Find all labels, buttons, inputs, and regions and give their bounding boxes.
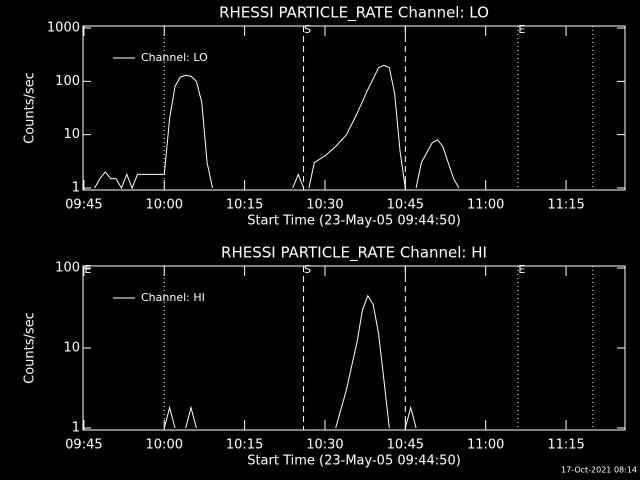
footer: 17-Oct-2021 08:14 (561, 466, 637, 475)
x-tick-label: 09:45 (65, 438, 102, 453)
y-tick-label: 1 (72, 421, 80, 436)
x-axis-label: Start Time (23-May-05 09:44:50) (247, 214, 461, 229)
x-axis-label: Start Time (23-May-05 09:44:50) (247, 454, 461, 469)
x-tick-label: 10:45 (387, 438, 424, 453)
x-tick-label: 10:00 (146, 438, 183, 453)
legend-label: Channel: HI (141, 291, 205, 304)
y-axis-label: Counts/sec (23, 312, 38, 384)
chart-title: RHESSI PARTICLE_RATE Channel: LO (219, 4, 489, 23)
y-axis-label: Counts/sec (23, 72, 38, 144)
marker-label: E (84, 263, 91, 276)
x-tick-label: 10:15 (226, 438, 263, 453)
y-tick-label: 10 (63, 127, 80, 142)
chart-title: RHESSI PARTICLE_RATE Channel: HI (221, 244, 487, 263)
x-tick-label: 10:45 (387, 198, 424, 213)
x-tick-label: 11:15 (547, 198, 584, 213)
marker-label: E (518, 263, 525, 276)
legend-label: Channel: LO (141, 51, 208, 64)
marker-label: E (518, 23, 525, 36)
x-tick-label: 10:30 (306, 198, 343, 213)
y-tick-label: 1 (72, 181, 80, 196)
y-tick-label: 100 (55, 74, 80, 89)
x-tick-label: 11:00 (467, 438, 504, 453)
y-tick-label: 100 (55, 261, 80, 276)
y-tick-label: 10 (63, 341, 80, 356)
y-tick-label: 1000 (47, 21, 80, 36)
x-tick-label: 11:00 (467, 198, 504, 213)
x-tick-label: 10:15 (226, 198, 263, 213)
x-tick-label: 10:30 (306, 438, 343, 453)
x-tick-label: 10:00 (146, 198, 183, 213)
data-line (163, 294, 417, 429)
marker-label: S (304, 263, 311, 276)
plot-frame (82, 25, 626, 191)
x-tick-label: 09:45 (65, 198, 102, 213)
x-tick-label: 11:15 (547, 438, 584, 453)
data-line (94, 64, 460, 190)
marker-label: S (304, 23, 311, 36)
